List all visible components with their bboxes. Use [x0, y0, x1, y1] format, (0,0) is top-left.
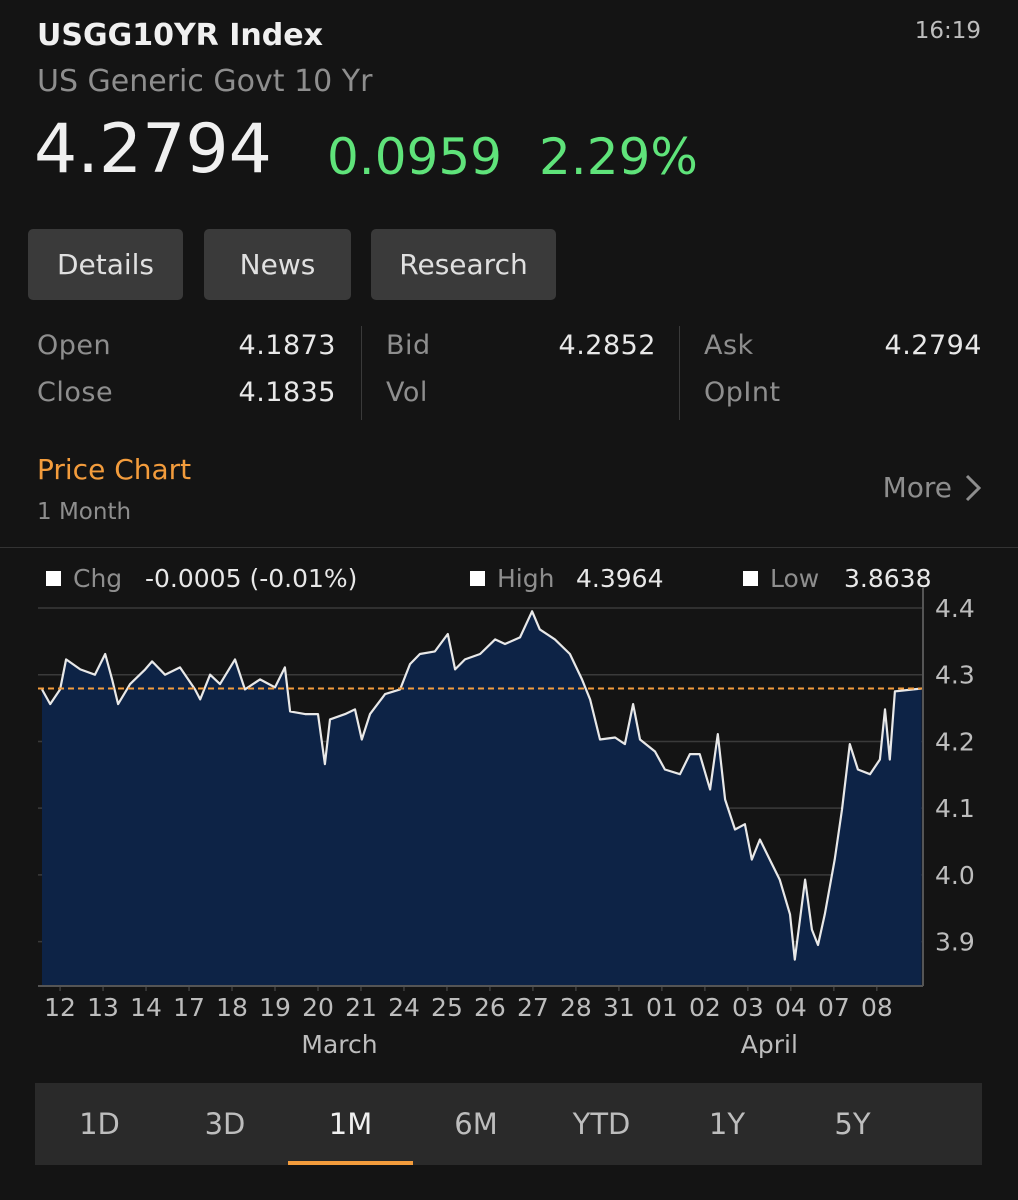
stat-label: Bid [386, 330, 431, 361]
x-tick-label: 13 [87, 993, 119, 1022]
legend-value: -0.0005 (-0.01%) [145, 564, 357, 593]
security-name: US Generic Govt 10 Yr [37, 64, 373, 99]
stat-label: Vol [386, 377, 428, 408]
month-label: April [741, 1030, 798, 1059]
legend-label: Chg [73, 564, 122, 593]
x-tick-label: 27 [517, 993, 549, 1022]
x-tick-label: 04 [775, 993, 807, 1022]
price-chart: Chg -0.0005 (-0.01%) High 4.3964 Low 3.86384.… [38, 564, 975, 1059]
last-price: 4.2794 [34, 110, 272, 189]
price-line [41, 610, 922, 961]
chevron [965, 474, 982, 501]
x-tick-label: 01 [646, 993, 678, 1022]
section-title: Price Chart [37, 453, 192, 486]
x-tick-label: 07 [818, 993, 850, 1022]
month-label: March [301, 1030, 377, 1059]
x-tick-label: 02 [689, 993, 721, 1022]
x-tick-label: 03 [732, 993, 764, 1022]
stat-value: 4.1873 [238, 330, 336, 361]
y-tick-label: 3.9 [935, 928, 975, 957]
period-label: 1 Month [37, 499, 132, 525]
area-fill [42, 611, 922, 985]
time: 16:19 [914, 18, 981, 44]
period-tab[interactable]: 1Y [708, 1107, 746, 1141]
legend-swatch [743, 571, 758, 586]
x-tick-label: 25 [431, 993, 463, 1022]
more-link[interactable]: More [883, 471, 982, 504]
net-change: 0.0959 [327, 128, 502, 186]
period-tab[interactable]: 5Y [834, 1107, 871, 1141]
period-tab[interactable]: 3D [204, 1107, 246, 1141]
stat-label: Ask [704, 330, 754, 361]
divider [361, 326, 362, 420]
x-tick-label: 26 [474, 993, 506, 1022]
y-tick-label: 4.3 [935, 661, 975, 690]
legend-value: 4.3964 [576, 564, 663, 593]
details-button[interactable]: Details [28, 229, 183, 300]
stat-value: 4.2794 [884, 330, 982, 361]
x-tick-label: 24 [388, 993, 420, 1022]
pct-change: 2.29% [539, 128, 698, 186]
legend-swatch [46, 571, 61, 586]
stat-label: OpInt [704, 377, 781, 408]
x-tick-label: 20 [302, 993, 334, 1022]
news-button[interactable]: News [204, 229, 351, 300]
x-tick-label: 08 [861, 993, 893, 1022]
x-tick-label: 31 [603, 993, 635, 1022]
y-tick-label: 4.0 [935, 861, 975, 890]
legend-label: High [497, 564, 554, 593]
y-tick-label: 4.2 [935, 727, 975, 756]
stat-label: Close [37, 377, 114, 408]
x-tick-label: 18 [216, 993, 248, 1022]
x-tick-label: 14 [130, 993, 162, 1022]
period-tab[interactable]: 1D [79, 1107, 120, 1141]
x-tick-label: 19 [259, 993, 291, 1022]
ticker: USGG10YR Index [37, 18, 323, 53]
legend-value: 3.8638 [844, 564, 931, 593]
x-tick-label: 28 [560, 993, 592, 1022]
y-tick-label: 4.1 [935, 794, 975, 823]
legend-swatch [470, 571, 485, 586]
period-tab[interactable]: 1M [288, 1083, 413, 1165]
stat-value: 4.2852 [558, 330, 656, 361]
period-tab[interactable]: YTD [572, 1107, 631, 1141]
period-tab[interactable]: 6M [454, 1107, 498, 1141]
stat-value: 4.1835 [238, 377, 336, 408]
legend-label: Low [770, 564, 819, 593]
x-tick-label: 21 [345, 993, 377, 1022]
more-text: More [882, 471, 952, 504]
period-tabs: 1D 3D 1M 6M YTD 1Y 5Y [35, 1083, 982, 1165]
stat-label: Open [37, 330, 112, 361]
y-tick-label: 4.4 [935, 594, 975, 623]
research-button[interactable]: Research [371, 229, 556, 300]
divider [679, 326, 680, 420]
separator [0, 547, 1018, 548]
x-tick-label: 17 [173, 993, 205, 1022]
x-tick-label: 12 [44, 993, 76, 1022]
